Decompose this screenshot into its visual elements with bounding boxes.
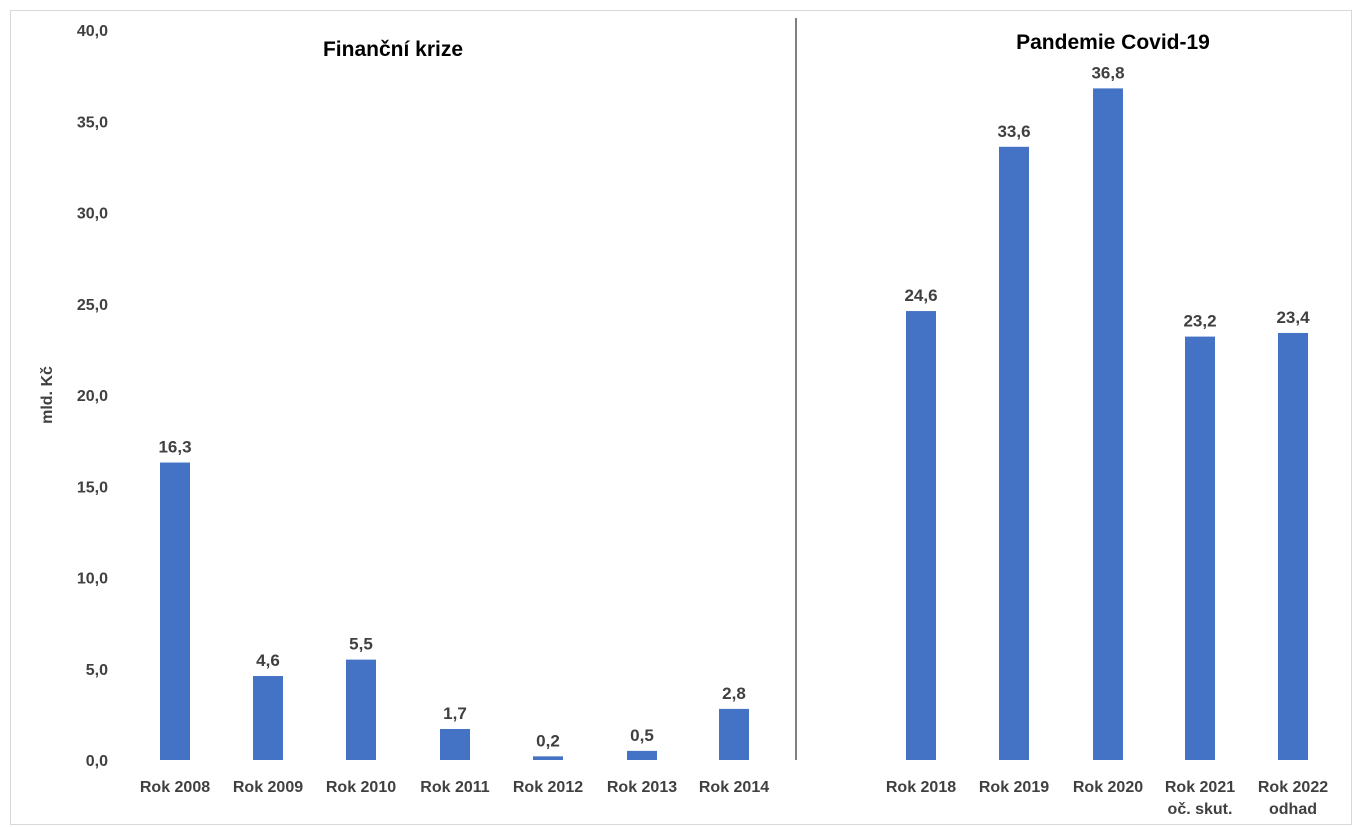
data-label: 5,5 (349, 635, 373, 654)
chart-frame (10, 10, 1352, 825)
data-label: 0,5 (630, 726, 654, 745)
bar (1185, 336, 1215, 760)
category-labels: Rok 2008 Rok 2009 Rok 2010 Rok 2011 Rok 2012… (140, 779, 1328, 818)
data-label: 23,4 (1276, 308, 1310, 327)
data-label: 23,2 (1183, 312, 1216, 331)
x-tick-label: Rok 2009 (233, 779, 303, 796)
section-title-covid-pandemic: Pandemie Covid-19 (1016, 31, 1210, 54)
y-tick-label: 15,0 (77, 479, 108, 496)
y-tick-label: 5,0 (86, 662, 108, 679)
x-tick-label: Rok 2011 (420, 779, 489, 796)
bars (160, 88, 1308, 761)
bar (440, 728, 470, 760)
x-tick-label: Rok 2013 (607, 779, 677, 796)
bar (719, 708, 749, 760)
y-tick-label: 10,0 (77, 571, 108, 588)
y-tick-label: 40,0 (77, 23, 108, 40)
section-title-financial-crisis: Finanční krize (323, 38, 463, 61)
y-tick-label: 20,0 (77, 388, 108, 405)
data-label: 0,2 (536, 731, 560, 750)
x-tick-label: Rok 2021 (1165, 779, 1235, 796)
data-label: 36,8 (1091, 63, 1124, 82)
y-tick-label: 0,0 (86, 753, 108, 770)
y-tick-label: 35,0 (77, 114, 108, 131)
y-tick-label: 25,0 (77, 297, 108, 314)
x-tick-label: Rok 2022 (1258, 779, 1328, 796)
x-tick-label: Rok 2019 (979, 779, 1049, 796)
data-label: 4,6 (256, 651, 280, 670)
bar (999, 146, 1029, 761)
x-tick-label: Rok 2012 (513, 779, 583, 796)
x-tick-label: Rok 2018 (886, 779, 956, 796)
bar (533, 756, 563, 760)
x-tick-label: oč. skut. (1168, 801, 1233, 818)
data-label: 24,6 (904, 286, 937, 305)
data-label: 1,7 (443, 704, 467, 723)
data-label: 2,8 (722, 684, 746, 703)
y-axis-label: mld. Kč (39, 366, 56, 424)
bar (906, 311, 936, 760)
x-tick-label: Rok 2010 (326, 779, 396, 796)
data-label: 33,6 (997, 122, 1030, 141)
bar (253, 676, 283, 760)
y-tick-label: 30,0 (77, 206, 108, 223)
data-labels: 16,3 4,6 5,5 1,7 0,2 0,5 2,8 24,6 33,6 36,8 23,2 23… (158, 63, 1310, 750)
x-tick-label: Rok 2020 (1073, 779, 1143, 796)
bar (346, 659, 376, 760)
y-axis: 0,0 5,0 10,0 15,0 20,0 25,0 30,0 35,0 40,0 (77, 23, 108, 770)
x-tick-label: Rok 2008 (140, 779, 210, 796)
bar (1093, 88, 1123, 760)
data-label: 16,3 (158, 438, 191, 457)
bar (1278, 332, 1308, 760)
x-tick-label: odhad (1269, 801, 1317, 818)
bar (627, 750, 657, 760)
x-tick-label: Rok 2014 (699, 779, 769, 796)
bar (160, 462, 190, 760)
